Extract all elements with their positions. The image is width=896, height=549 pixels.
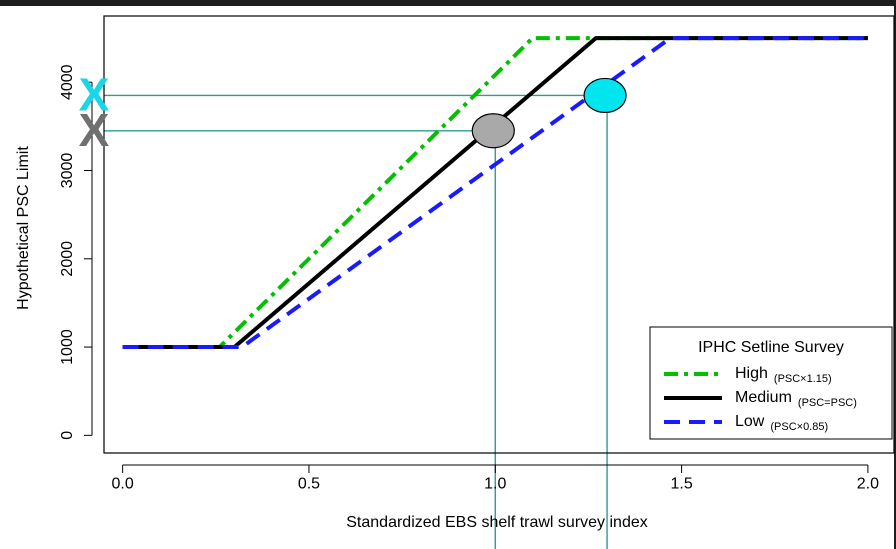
marker-x-cyan: X (79, 68, 110, 120)
y-axis-markers: XX (79, 68, 110, 155)
legend-note-low: (PSC×0.85) (770, 421, 828, 433)
legend-note-high: (PSC×1.15) (774, 373, 832, 385)
guide-lines (104, 94, 608, 549)
legend-label-medium: Medium (735, 389, 792, 406)
x-axis: 0.0 0.5 1.0 1.5 2.0 (112, 464, 879, 492)
legend-label-high: High (735, 365, 768, 382)
x-axis-label: Standardized EBS shelf trawl survey inde… (346, 514, 647, 531)
x-tick-label: 0.5 (298, 475, 320, 492)
series-line-low (122, 36, 868, 350)
legend-label-low: Low (735, 413, 765, 430)
x-tick-label: 1.5 (670, 475, 692, 492)
x-tick-label: 1.0 (484, 475, 506, 492)
highlight-point-gray (471, 113, 515, 149)
highlight-points (471, 77, 627, 149)
highlight-point-cyan (583, 77, 627, 114)
plot-area-frame (103, 15, 895, 454)
marker-x-gray: X (79, 104, 110, 156)
y-axis-label: Hypothetical PSC Limit (15, 146, 32, 310)
legend: IPHC Setline Survey High (PSC×1.15) Medium… (649, 326, 893, 440)
chart-background (0, 6, 894, 549)
y-axis: 0 1000 2000 3000 4000 (59, 64, 93, 440)
y-tick-label: 3000 (59, 153, 76, 189)
y-tick-label: 2000 (59, 241, 76, 277)
x-tick-label: 0.0 (112, 475, 134, 492)
legend-note-medium: (PSC=PSC) (798, 397, 857, 409)
series-lines (122, 36, 868, 350)
y-tick-label: 1000 (59, 329, 76, 365)
x-tick-label: 2.0 (857, 475, 879, 492)
y-tick-label: 4000 (59, 64, 76, 100)
y-tick-label: 0 (59, 431, 76, 440)
legend-title: IPHC Setline Survey (698, 339, 844, 356)
legend-box (649, 326, 893, 440)
